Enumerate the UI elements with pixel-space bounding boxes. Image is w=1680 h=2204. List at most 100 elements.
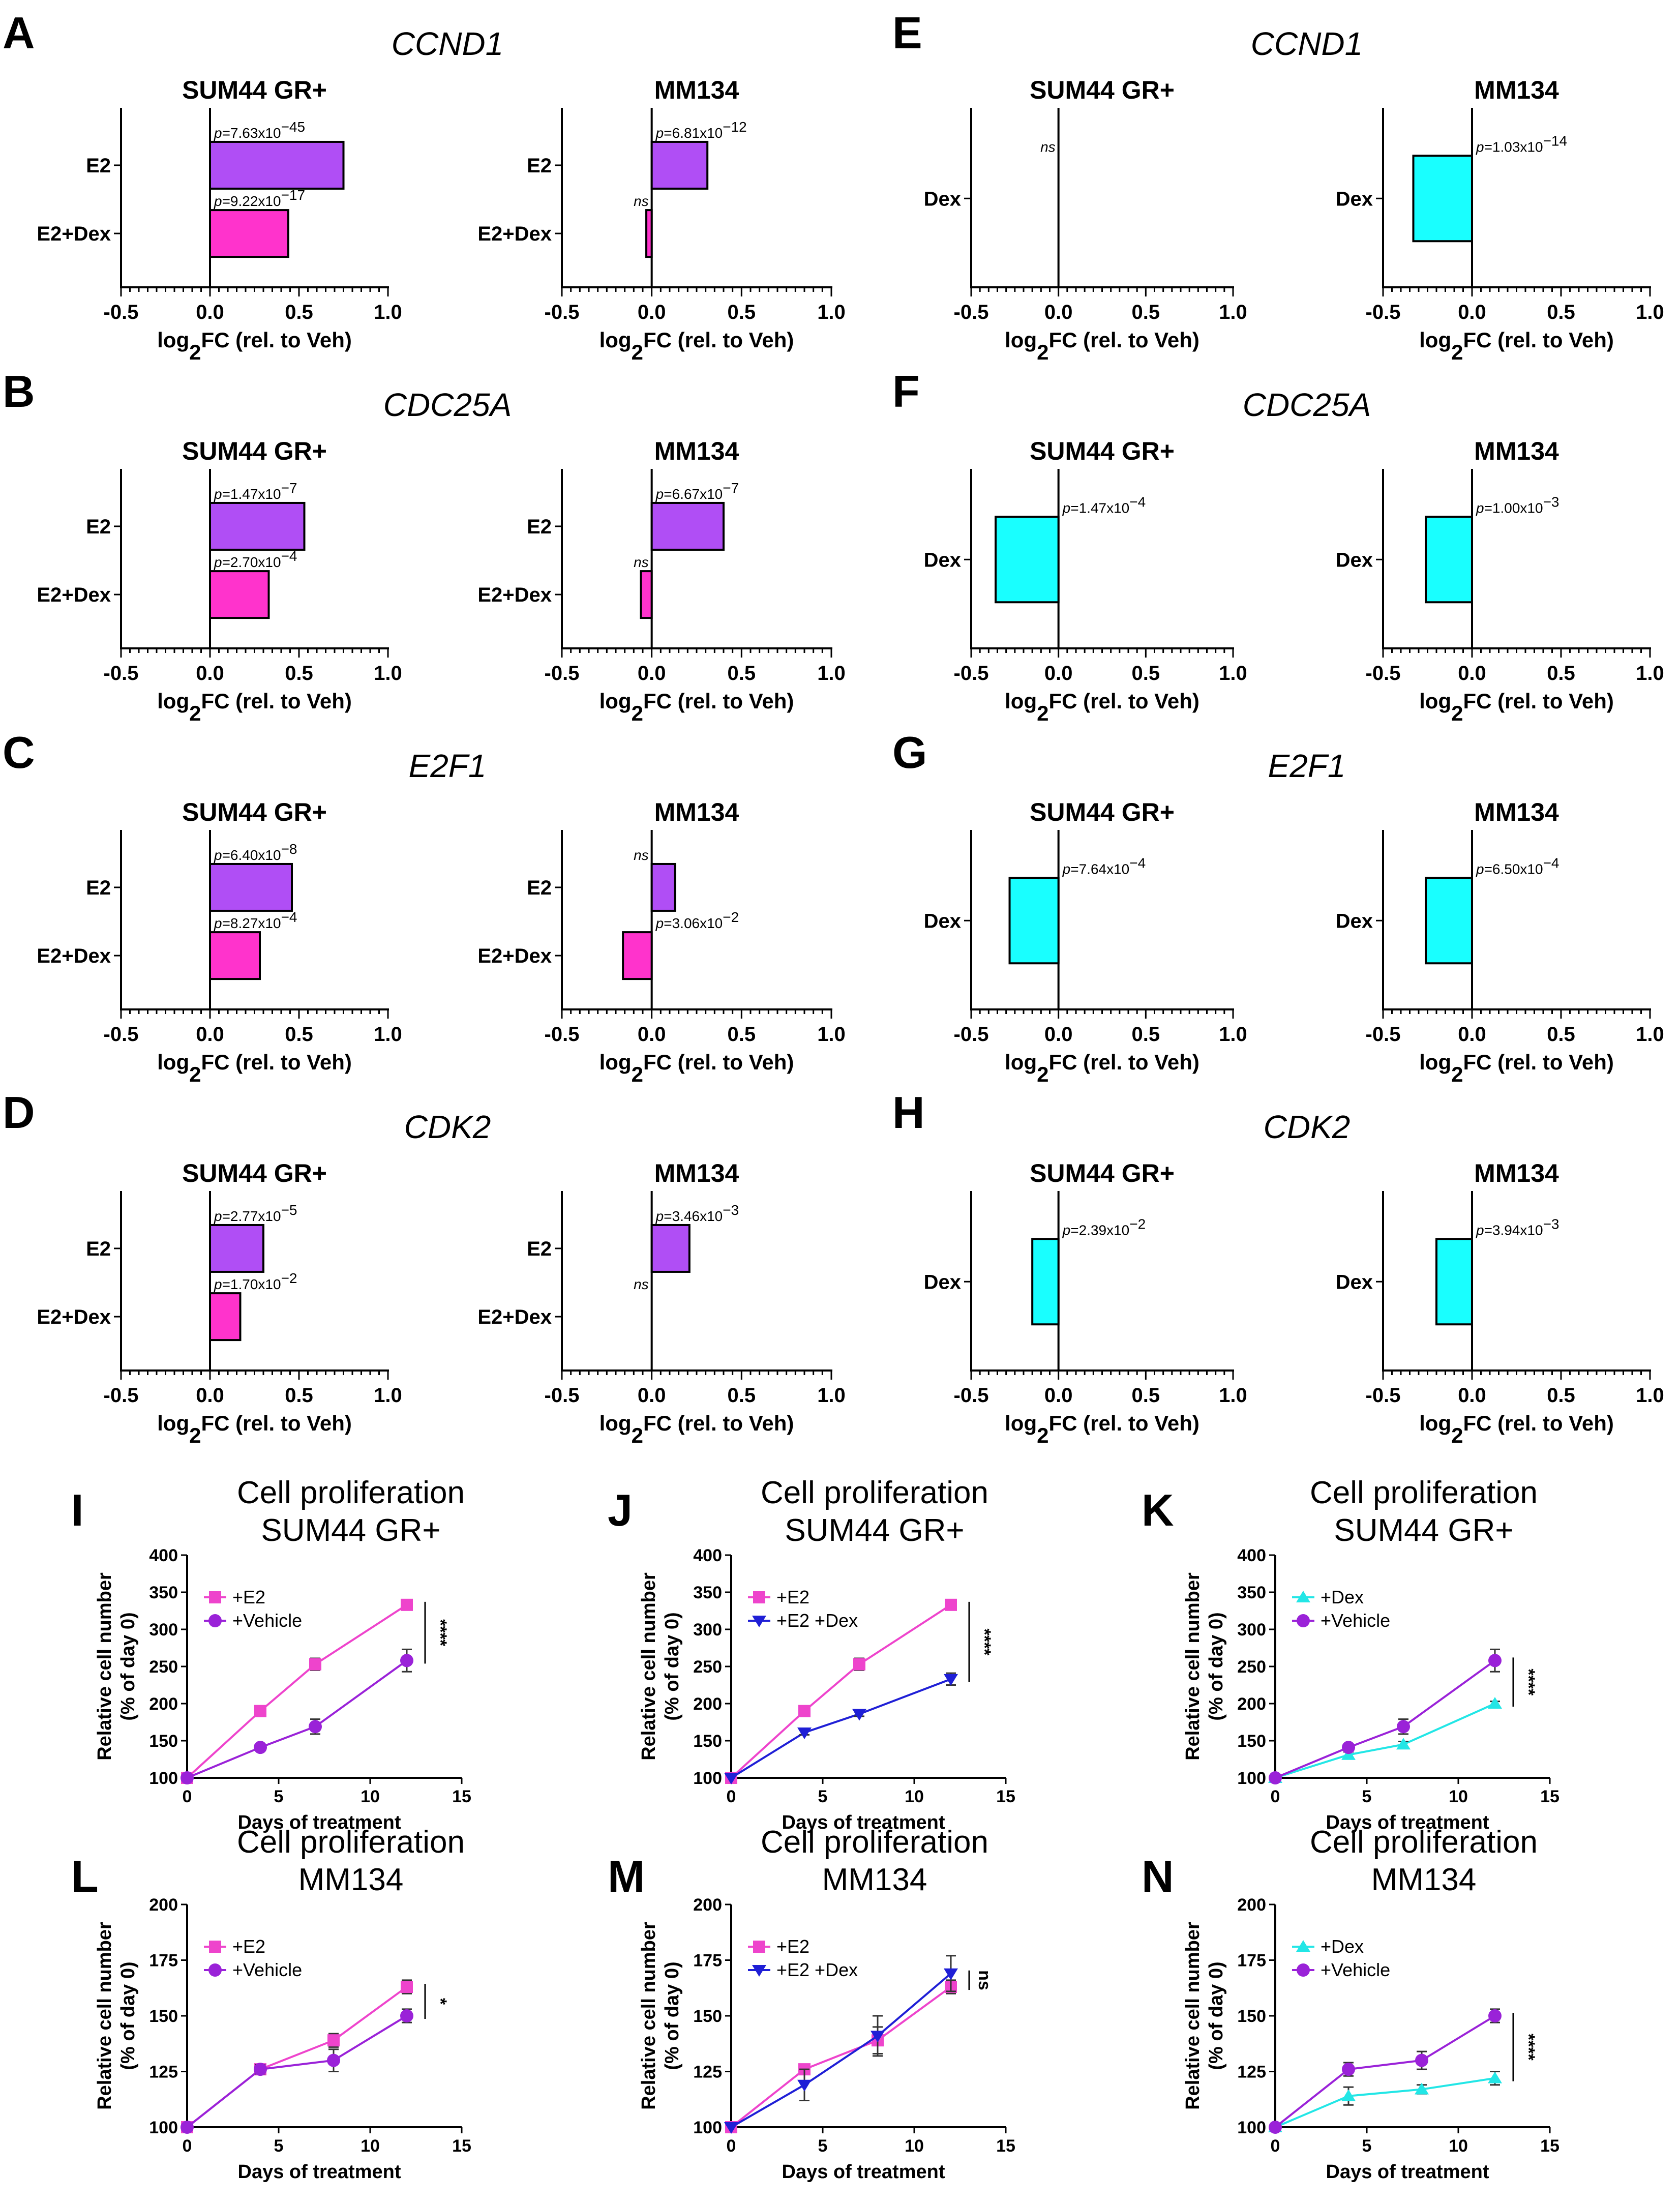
p-value: p=6.40x10−8 bbox=[214, 841, 297, 863]
p-value-exponent: −4 bbox=[1129, 855, 1146, 871]
category-label: Dex bbox=[1336, 1271, 1373, 1293]
panel-label: G bbox=[892, 727, 927, 778]
x-tick-label: 0.5 bbox=[285, 1023, 313, 1046]
bar bbox=[1031, 1238, 1060, 1326]
x-tick-label: 0.5 bbox=[728, 662, 756, 684]
p-value-mantissa: =1.00x10 bbox=[1484, 500, 1543, 516]
bar bbox=[209, 140, 345, 190]
data-point bbox=[327, 2053, 340, 2067]
p-value: p=3.46x10−3 bbox=[655, 1202, 739, 1224]
data-point bbox=[1488, 1654, 1502, 1667]
data-point bbox=[724, 2122, 738, 2134]
x-tick-label: 0.5 bbox=[1547, 662, 1575, 684]
y-tick-label: 200 bbox=[1237, 1694, 1266, 1714]
p-value: ns bbox=[634, 1276, 649, 1292]
data-point bbox=[944, 1674, 958, 1686]
bar bbox=[209, 209, 289, 258]
x-tick-label: 0.5 bbox=[1547, 1023, 1575, 1046]
bar bbox=[645, 209, 653, 258]
x-axis-label-sub: 2 bbox=[632, 340, 643, 364]
p-value-mantissa: =7.64x10 bbox=[1070, 861, 1129, 877]
chart-title-line2: MM134 bbox=[822, 1862, 927, 1897]
p-value: p=1.03x10−14 bbox=[1476, 133, 1567, 155]
p-value-symbol: p bbox=[1062, 1222, 1071, 1238]
data-point bbox=[209, 1591, 221, 1603]
data-point bbox=[181, 2121, 194, 2134]
data-point bbox=[1415, 2082, 1429, 2095]
data-point bbox=[1397, 1720, 1410, 1734]
bar-chart-H2: MM134 -0.5 0.0 0.5 1.0 log2FC (rel. to Veh) De… bbox=[1336, 1159, 1664, 1447]
y-tick-label: 100 bbox=[1237, 1769, 1266, 1788]
chart-title: MM134 bbox=[1474, 437, 1559, 465]
p-value-mantissa: =9.22x10 bbox=[222, 193, 281, 209]
data-point bbox=[1296, 1940, 1310, 1952]
x-axis-label: log2FC (rel. to Veh) bbox=[157, 328, 352, 364]
chart-title: MM134 bbox=[1474, 76, 1559, 104]
x-axis-label-post: FC (rel. to Veh) bbox=[1463, 689, 1613, 713]
x-tick-label: 0 bbox=[727, 2136, 736, 2156]
y-tick-label: 300 bbox=[1237, 1620, 1266, 1640]
data-point bbox=[1296, 1591, 1310, 1602]
data-point bbox=[1269, 2121, 1282, 2134]
category-label: E2+Dex bbox=[477, 945, 552, 967]
x-tick-label: -0.5 bbox=[545, 662, 580, 684]
p-value-exponent: −3 bbox=[723, 1202, 739, 1218]
x-axis-label-sub: 2 bbox=[1037, 1423, 1048, 1447]
y-axis-label-line2: (% of day 0) bbox=[662, 1961, 683, 2070]
bar bbox=[1008, 877, 1060, 965]
x-tick-label: -0.5 bbox=[954, 301, 989, 323]
p-value-mantissa: =3.94x10 bbox=[1484, 1222, 1543, 1238]
y-axis-label-line1: Relative cell number bbox=[1182, 1922, 1204, 2110]
panel-label: A bbox=[3, 8, 35, 58]
series-line bbox=[730, 1973, 952, 2128]
y-tick-label: 175 bbox=[1237, 1951, 1266, 1971]
p-value-mantissa: =3.06x10 bbox=[664, 915, 723, 931]
y-tick-label: 400 bbox=[1237, 1546, 1266, 1565]
x-tick-label: -0.5 bbox=[1366, 662, 1401, 684]
series-e2: +E2 bbox=[725, 1587, 957, 1784]
panel-label: M bbox=[608, 1851, 645, 1901]
series-vehicle: +Vehicle bbox=[1269, 1959, 1502, 2134]
panel-label: E bbox=[892, 8, 922, 58]
data-point bbox=[1396, 1738, 1411, 1750]
gene-name: E2F1 bbox=[409, 748, 487, 784]
bar bbox=[650, 1224, 691, 1273]
legend-label: +Vehicle bbox=[232, 1959, 302, 1980]
bar-chart-C2: MM134 -0.5 0.0 0.5 1.0 log2FC (rel. to Veh) E2… bbox=[477, 798, 845, 1086]
x-tick-label: 0.0 bbox=[196, 1023, 224, 1046]
p-value-exponent: −12 bbox=[723, 119, 747, 135]
p-value-mantissa: =8.27x10 bbox=[222, 915, 281, 931]
x-tick-label: 5 bbox=[818, 1787, 828, 1806]
x-tick-label: 15 bbox=[996, 1787, 1015, 1806]
x-axis-label-sub: 2 bbox=[632, 1062, 643, 1086]
x-tick-label: 0.0 bbox=[638, 1384, 666, 1407]
x-tick-label: 1.0 bbox=[1219, 301, 1247, 323]
x-axis-label-sub: 2 bbox=[1451, 1062, 1463, 1086]
x-axis-label-pre: log bbox=[1005, 689, 1037, 713]
data-point bbox=[254, 2063, 267, 2076]
p-value-symbol: p bbox=[655, 486, 664, 502]
x-axis-label-pre: log bbox=[599, 1411, 632, 1435]
y-tick-label: 200 bbox=[693, 1895, 722, 1915]
gene-name: CCND1 bbox=[392, 25, 503, 62]
data-point bbox=[753, 1591, 765, 1603]
chart-title: MM134 bbox=[654, 76, 739, 104]
x-tick-label: 0.5 bbox=[285, 1384, 313, 1407]
data-point bbox=[181, 1771, 194, 1784]
x-axis-label-post: FC (rel. to Veh) bbox=[1048, 1050, 1199, 1074]
p-value-mantissa: =6.50x10 bbox=[1484, 861, 1543, 877]
p-value-exponent: −4 bbox=[1543, 855, 1559, 871]
p-value-symbol: p bbox=[655, 1208, 664, 1224]
x-tick-label: 15 bbox=[996, 2136, 1015, 2156]
p-value-mantissa: =2.77x10 bbox=[222, 1208, 281, 1224]
x-axis-label-pre: log bbox=[1005, 1411, 1037, 1435]
x-tick-label: -0.5 bbox=[104, 301, 139, 323]
category-label: E2+Dex bbox=[37, 1306, 111, 1328]
x-tick-label: -0.5 bbox=[104, 662, 139, 684]
x-tick-label: 1.0 bbox=[817, 1023, 846, 1046]
y-tick-label: 100 bbox=[693, 2118, 722, 2137]
x-tick-label: 10 bbox=[361, 2136, 380, 2156]
x-tick-label: 0.0 bbox=[1044, 1023, 1073, 1046]
legend-label: +E2 bbox=[232, 1587, 265, 1607]
